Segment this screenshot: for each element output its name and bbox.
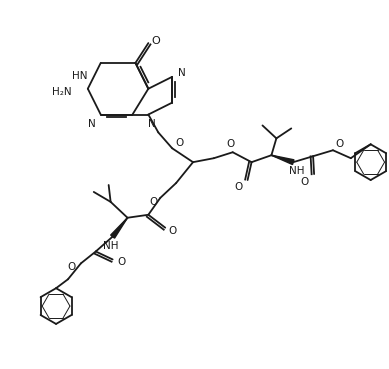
Text: O: O <box>68 262 76 272</box>
Polygon shape <box>111 218 128 238</box>
Text: O: O <box>300 177 308 187</box>
Text: NH: NH <box>289 166 305 176</box>
Text: N: N <box>178 68 186 78</box>
Polygon shape <box>272 155 294 165</box>
Text: O: O <box>336 139 344 149</box>
Text: N: N <box>149 120 156 130</box>
Text: O: O <box>235 182 243 192</box>
Text: HN: HN <box>72 71 88 81</box>
Text: N: N <box>88 120 96 130</box>
Text: O: O <box>168 226 176 236</box>
Text: H₂N: H₂N <box>52 87 72 97</box>
Text: NH: NH <box>103 241 118 251</box>
Text: O: O <box>151 36 159 46</box>
Text: O: O <box>175 138 183 148</box>
Text: O: O <box>149 197 158 207</box>
Text: O: O <box>227 139 235 149</box>
Text: O: O <box>117 258 126 268</box>
